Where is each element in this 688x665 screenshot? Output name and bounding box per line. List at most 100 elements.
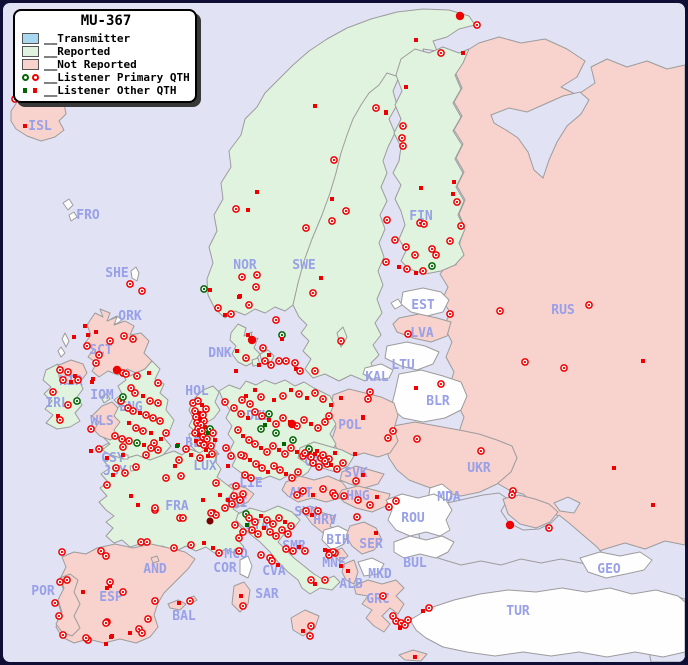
legend-item-transmitter: __Transmitter (22, 32, 190, 44)
listener-primary-red-circle (242, 354, 250, 362)
listener-primary-red-circle (453, 198, 461, 206)
country-label-lie: LIE (239, 476, 262, 491)
listener-primary-red-circle (287, 444, 295, 452)
listener-cluster-big-red-dot (505, 520, 515, 530)
listener-primary-red-circle (239, 602, 247, 610)
listener-primary-red-circle (306, 632, 314, 640)
country-label-est: EST (411, 298, 435, 313)
listener-primary-red-circle (150, 439, 158, 447)
listener-primary-red-circle (214, 304, 222, 312)
listener-primary-red-circle (399, 122, 407, 130)
listener-primary-red-circle (146, 397, 154, 405)
listener-primary-red-circle (55, 612, 63, 620)
listener-other-red-square (419, 186, 423, 190)
listener-primary-red-circle (353, 513, 361, 521)
country-label-fra: FRA (165, 499, 189, 514)
listener-primary-red-circle (83, 342, 91, 350)
listener-primary-red-circle (364, 395, 372, 403)
listener-primary-red-circle (319, 395, 327, 403)
listener-primary-red-circle (281, 450, 289, 458)
country-dnk (229, 323, 261, 367)
listener-primary-red-circle (366, 501, 374, 509)
listener-other-red-square (111, 473, 115, 477)
listener-primary-red-circle (342, 207, 350, 215)
listener-other-red-square (305, 396, 309, 400)
listener-primary-red-circle (64, 401, 72, 409)
listener-primary-red-circle (330, 156, 338, 164)
listener-primary-red-circle (154, 379, 162, 387)
listener-primary-red-circle (245, 301, 253, 309)
listener-primary-red-circle (119, 588, 127, 596)
listener-primary-red-circle (437, 49, 445, 57)
listener-primary-red-circle (413, 435, 421, 443)
country-label-blr: BLR (426, 394, 450, 409)
listener-primary-red-circle (272, 420, 280, 428)
listener-primary-red-circle (382, 258, 390, 266)
country-pol (329, 388, 399, 458)
listener-primary-red-circle (232, 205, 240, 213)
listener-primary-red-circle (106, 578, 114, 586)
listener-other-red-square (266, 470, 270, 474)
listener-primary-red-circle (142, 451, 150, 459)
listener-primary-red-circle (156, 417, 164, 425)
listener-primary-red-circle (402, 243, 410, 251)
listener-primary-red-circle (245, 436, 253, 444)
listener-other-red-square (384, 111, 388, 115)
listener-primary-red-circle (276, 466, 284, 474)
listener-other-green-square (206, 431, 210, 435)
listener-primary-red-circle (508, 491, 516, 499)
listener-cluster-dark-dot (206, 517, 214, 525)
listener-primary-red-circle (58, 548, 66, 556)
listener-other-red-square (339, 396, 343, 400)
listener-primary-red-circle (227, 310, 235, 318)
listener-primary-red-circle (215, 549, 223, 557)
listener-other-red-square (86, 333, 90, 337)
listener-primary-red-circle (248, 526, 256, 534)
listener-other-red-square (201, 498, 205, 502)
listener-primary-red-circle (302, 224, 310, 232)
listener-primary-red-circle (321, 418, 329, 426)
listener-other-red-square (127, 421, 131, 425)
listener-primary-red-circle (457, 222, 465, 230)
country-ltu (384, 341, 440, 371)
listener-primary-red-circle (311, 389, 319, 397)
country-label-ser: SER (359, 537, 383, 552)
listener-primary-red-circle (319, 485, 327, 493)
listener-other-red-square (326, 549, 330, 553)
listener-primary-red-circle (162, 429, 170, 437)
listener-primary-red-circle (252, 283, 260, 291)
listener-primary-red-circle (203, 435, 211, 443)
listener-other-red-square (149, 431, 153, 435)
country-label-and: AND (143, 562, 167, 577)
listener-other-red-square (259, 446, 263, 450)
listener-primary-red-circle (87, 425, 95, 433)
country-and (150, 555, 160, 564)
listener-primary-red-circle (252, 460, 260, 468)
listener-primary-red-circle (154, 399, 162, 407)
listener-other-red-square (136, 503, 140, 507)
listener-other-red-square (197, 411, 201, 415)
listener-primary-red-circle (182, 445, 190, 453)
listener-primary-red-circle (259, 344, 267, 352)
listener-primary-red-circle (473, 21, 481, 29)
listener-primary-green-circle (289, 436, 297, 444)
listener-primary-green-circle (119, 393, 127, 401)
listener-primary-red-circle (254, 530, 262, 538)
listener-other-red-square (200, 403, 204, 407)
listener-other-red-square (309, 422, 313, 426)
listener-other-red-square (213, 438, 217, 442)
sea-of-azov (553, 496, 581, 514)
listener-primary-red-circle (311, 367, 319, 375)
listener-primary-red-circle (142, 411, 150, 419)
listener-primary-red-circle (194, 397, 202, 405)
country-label-wls: WLS (90, 414, 114, 429)
country-heb (61, 332, 70, 348)
listener-other-red-square (257, 363, 261, 367)
listener-other-red-square (94, 330, 98, 334)
listener-primary-red-circle (428, 245, 436, 253)
country-label-hol: HOL (185, 384, 209, 399)
listener-primary-red-circle (545, 524, 553, 532)
listener-other-red-square (276, 563, 280, 567)
listener-primary-red-circle (340, 492, 348, 500)
listener-primary-red-circle (230, 492, 238, 500)
